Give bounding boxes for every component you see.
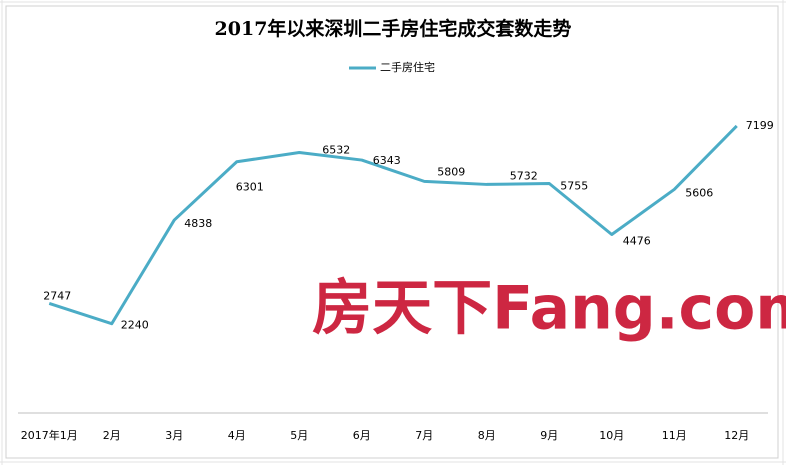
data-label: 2747 — [43, 289, 71, 302]
data-label: 5809 — [437, 165, 465, 178]
chart-area — [5, 5, 779, 459]
data-label: 6301 — [236, 181, 264, 194]
x-tick-label: 7月 — [415, 429, 433, 442]
watermark: 房天下Fang.com — [312, 274, 786, 344]
x-tick-label: 2月 — [103, 429, 121, 442]
x-tick-label: 9月 — [540, 429, 558, 442]
x-tick-label: 8月 — [478, 429, 496, 442]
data-label: 5732 — [510, 169, 538, 182]
x-tick-label: 5月 — [290, 429, 308, 442]
x-tick-label: 3月 — [165, 429, 183, 442]
x-tick-label: 10月 — [599, 429, 624, 442]
data-label: 4838 — [184, 217, 212, 230]
legend-label: 二手房住宅 — [380, 60, 435, 74]
data-label: 2240 — [121, 319, 149, 332]
data-label: 7199 — [746, 119, 774, 132]
chart-title: 2017年以来深圳二手房住宅成交套数走势 — [215, 17, 572, 40]
x-tick-label: 2017年1月 — [21, 428, 78, 442]
data-label: 5606 — [685, 186, 713, 199]
data-label: 5755 — [560, 180, 588, 193]
x-tick-label: 12月 — [724, 429, 749, 442]
x-tick-label: 4月 — [228, 429, 246, 442]
line — [48, 124, 738, 326]
data-label: 6343 — [373, 154, 401, 167]
data-label: 4476 — [623, 235, 651, 248]
x-tick-label: 6月 — [353, 429, 371, 442]
data-label: 6532 — [322, 144, 350, 157]
x-tick-label: 11月 — [662, 429, 687, 442]
